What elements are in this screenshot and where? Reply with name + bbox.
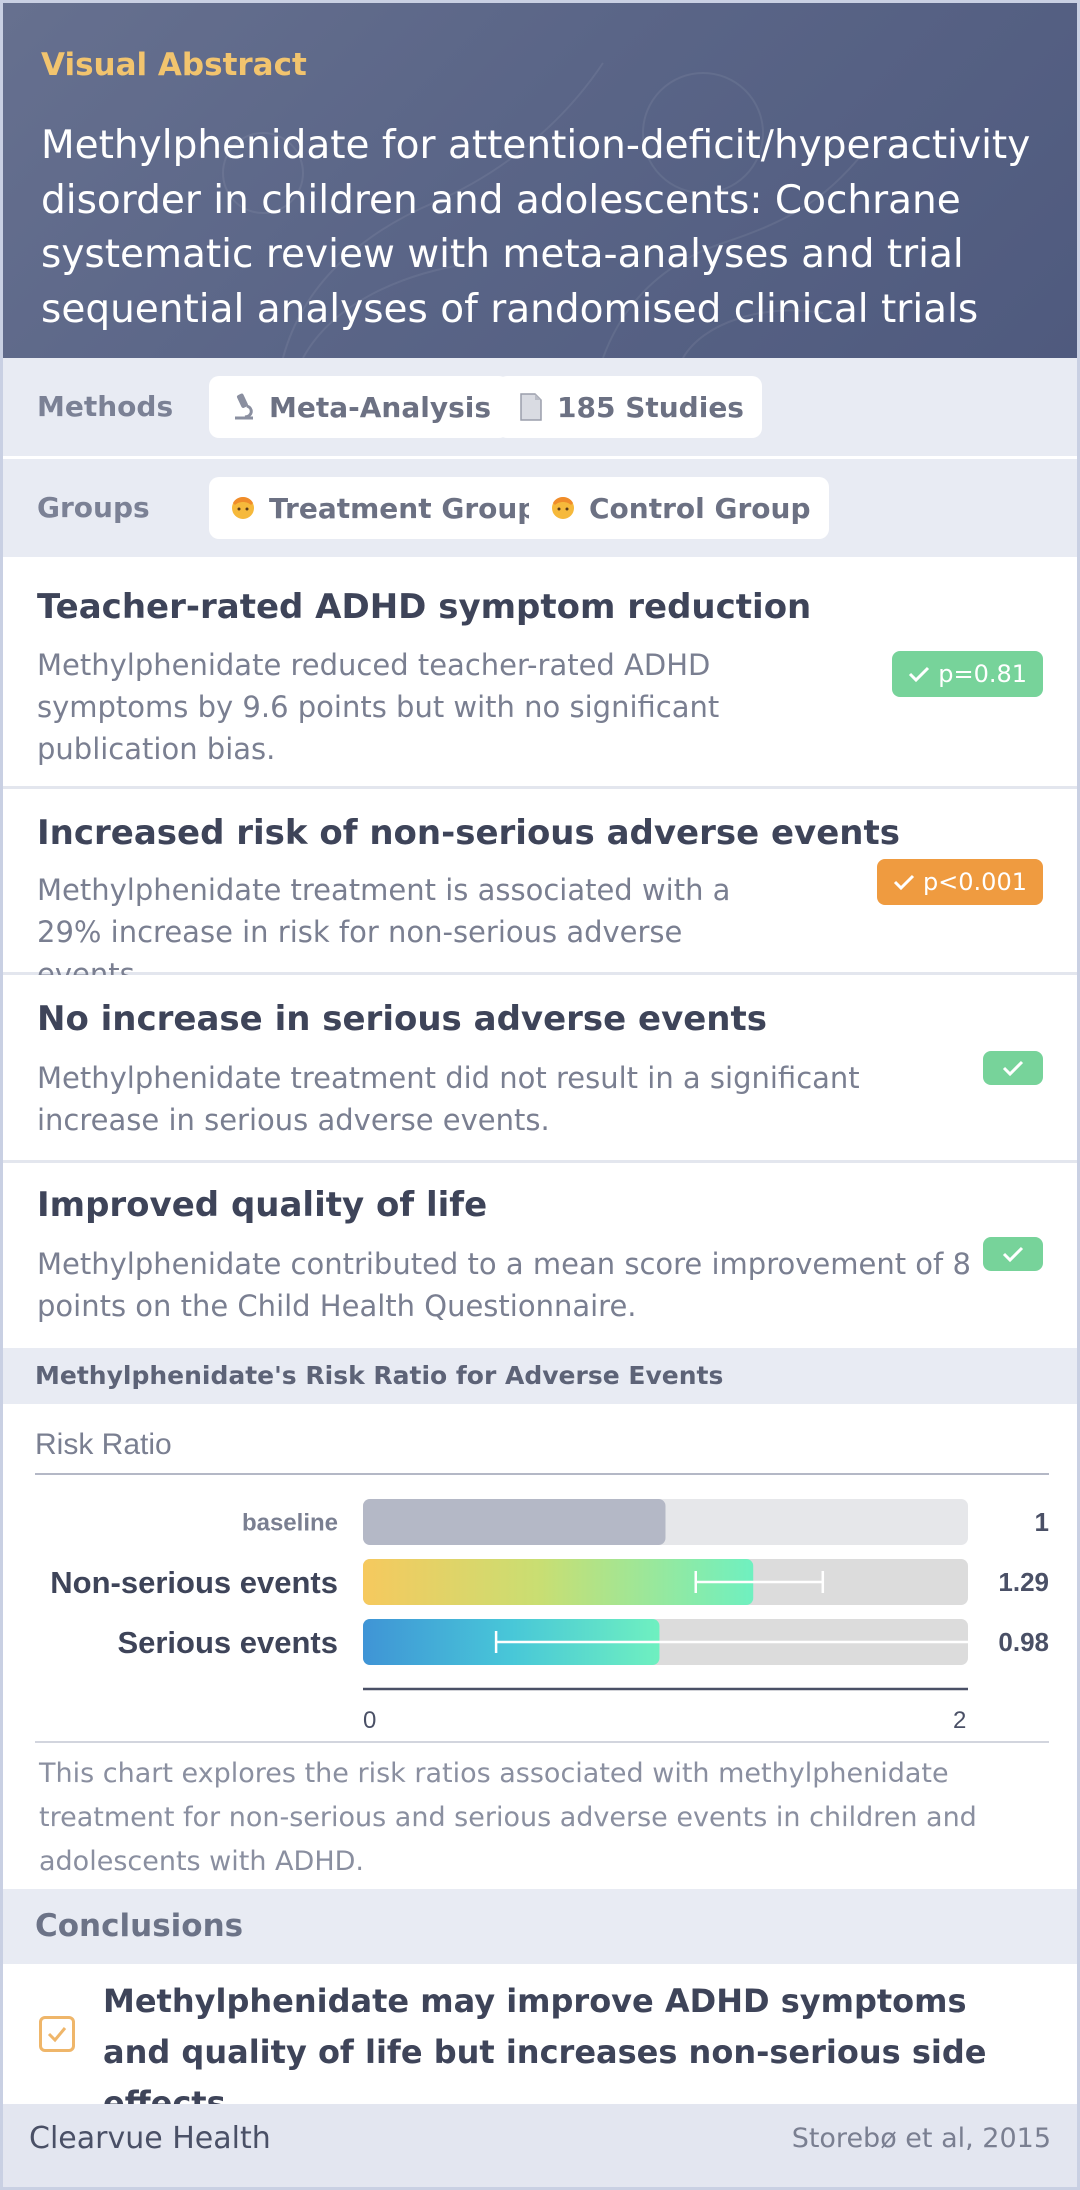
methods-row: Methods Meta-Analysis 185 Studies [3,358,1077,456]
header-banner: Visual Abstract Methylphenidate for atte… [3,3,1077,358]
finding-card: Teacher-rated ADHD symptom reduction Met… [3,557,1077,789]
check-icon [1002,1060,1024,1077]
value-label: 0.98 [998,1627,1049,1657]
p-value-badge: p=0.81 [892,651,1043,697]
value-label: 1 [1035,1507,1049,1537]
finding-description: Methylphenidate reduced teacher-rated AD… [37,648,720,766]
conclusions-body: Methylphenidate may improve ADHD symptom… [3,1964,1077,2122]
category-label: baseline [242,1509,338,1536]
person-icon [552,497,574,519]
risk-ratio-svg: Risk Ratio baseline 1 Non-serious events 1.… [35,1428,1049,1743]
header-background-pattern [222,62,864,358]
footer: Clearvue Health Storebø et al, 2015 [3,2104,1077,2187]
conclusion-text: Methylphenidate may improve ADHD symptom… [103,1982,987,2122]
badge-label: p<0.001 [922,868,1027,896]
risk-ratio-chart: Risk Ratio baseline 1 Non-serious events 1.… [3,1404,1077,1889]
finding-title: Teacher-rated ADHD symptom reduction [37,587,812,627]
chip-label: Meta-Analysis [269,390,492,424]
chip-treatment-group: Treatment Group [209,477,556,539]
header-label: Visual Abstract [41,47,307,83]
document-icon [520,393,542,421]
methods-label: Methods [37,390,174,423]
microscope-icon [235,393,253,420]
finding-card: Increased risk of non-serious adverse ev… [3,789,1077,991]
status-badge [983,1237,1043,1271]
finding-description: Methylphenidate contributed to a mean sc… [37,1247,971,1323]
chart-title: Risk Ratio [35,1428,172,1461]
check-icon [1002,1246,1024,1263]
p-value-badge: p<0.001 [876,859,1043,905]
page-title: Methylphenidate for attention-deficit/hy… [41,123,1031,332]
finding-description: Methylphenidate treatment is associated … [37,873,731,991]
bar [363,1559,754,1605]
chip-label: 185 Studies [557,390,744,424]
value-label: 1.29 [998,1567,1049,1597]
brand-name: Clearvue Health [29,2121,271,2156]
check-icon [909,666,930,683]
chip-control-group: Control Group [529,477,829,539]
citation: Storebø et al, 2015 [791,2123,1051,2154]
groups-row: Groups Treatment Group Control Group [3,459,1077,557]
status-badge [983,1051,1043,1085]
finding-card: No increase in serious adverse events Me… [3,975,1077,1163]
category-label: Non-serious events [50,1565,338,1600]
finding-card: Improved quality of life Methylphenidate… [3,1163,1077,1348]
checkbox-icon [39,2016,75,2052]
category-label: Serious events [117,1625,338,1660]
chip-label: Control Group [589,491,811,525]
x-tick-label: 2 [953,1707,966,1734]
check-icon [893,874,914,891]
finding-title: Increased risk of non-serious adverse ev… [37,813,900,853]
x-tick-label: 0 [363,1707,376,1734]
person-icon [232,497,254,519]
groups-label: Groups [37,491,150,524]
conclusions-heading: Conclusions [3,1889,1077,1964]
chart-note: This chart explores the risk ratios asso… [39,1758,977,1877]
finding-title: Improved quality of life [37,1185,488,1225]
chip-studies: 185 Studies [497,376,762,438]
conclusions-title: Conclusions [35,1908,244,1944]
chart-section-title: Methylphenidate's Risk Ratio for Adverse… [35,1361,724,1390]
finding-description: Methylphenidate treatment did not result… [37,1061,860,1137]
finding-title: No increase in serious adverse events [37,999,768,1039]
badge-label: p=0.81 [938,660,1027,688]
chart-section-heading: Methylphenidate's Risk Ratio for Adverse… [3,1348,1077,1404]
chip-label: Treatment Group [269,491,538,525]
bar [363,1499,666,1545]
chip-meta-analysis: Meta-Analysis [209,376,510,438]
